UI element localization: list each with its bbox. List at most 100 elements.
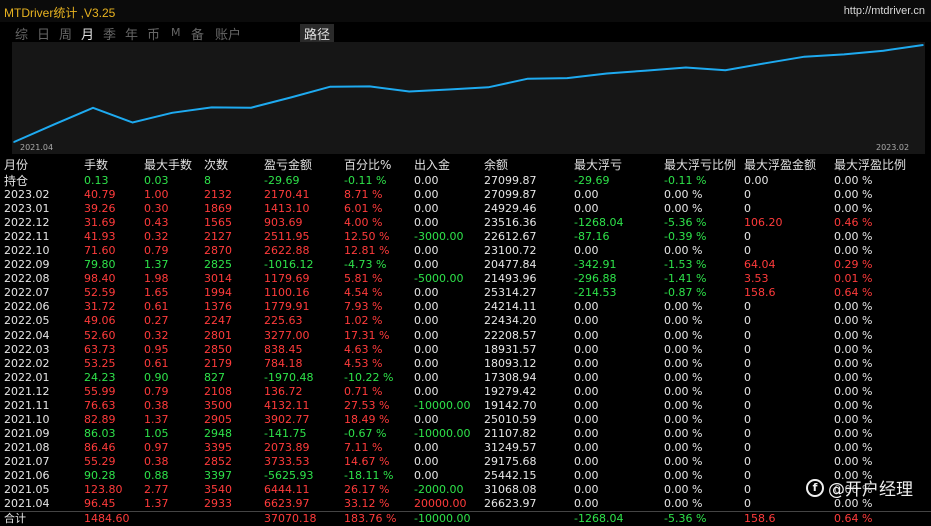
table-row[interactable]: 2021.08 86.46 0.97 3395 2073.89 7.11 % 0.00 312… [0, 441, 931, 455]
cell-max-drawdown: 0.00 [574, 342, 599, 356]
table-row[interactable]: 2022.12 31.69 0.43 1565 903.69 4.00 % 0.00 2351… [0, 216, 931, 230]
cell-max-floating-profit: 0 [744, 426, 751, 440]
header-deposit-withdraw[interactable]: 出入金 [414, 158, 451, 172]
header-trades[interactable]: 次数 [204, 158, 229, 172]
cell-trades: 1994 [204, 286, 232, 300]
table-row[interactable]: 2021.06 90.28 0.88 3397 -5625.93 -18.11 % 0.00… [0, 469, 931, 483]
cell-max-floating-profit: 0 [744, 300, 751, 314]
header-max-floating-profit-pct[interactable]: 最大浮盈比例 [834, 158, 907, 172]
header-balance[interactable]: 余额 [484, 158, 509, 172]
tab-day[interactable]: 日 [37, 28, 51, 43]
cell-max-lots: 0.88 [144, 468, 169, 482]
balance-point [764, 62, 766, 65]
table-row[interactable]: 2023.02 40.79 1.00 2132 2170.41 8.71 % 0.00 270… [0, 188, 931, 202]
header-lots[interactable]: 手数 [84, 158, 109, 172]
header-max-floating-profit[interactable]: 最大浮盈金额 [744, 158, 817, 172]
header-month[interactable]: 月份 [4, 158, 29, 172]
cell-trades: 2132 [204, 188, 232, 202]
table-row[interactable]: 2022.01 24.23 0.90 827 -1970.48 -10.22 % 0.00 1… [0, 371, 931, 385]
table-row[interactable]: 2021.07 55.29 0.38 2852 3733.53 14.67 % 0.00 29… [0, 455, 931, 469]
cell-lots: 40.79 [84, 188, 116, 202]
cell-max-drawdown: 0.00 [574, 384, 599, 398]
table-row[interactable]: 2022.02 53.25 0.61 2179 784.18 4.53 % 0.00 1809… [0, 357, 931, 371]
balance-point [368, 85, 371, 88]
table-row[interactable]: 2022.11 41.93 0.32 2127 2511.95 12.50 % -3000.… [0, 230, 931, 244]
cell-pnl: 2511.95 [264, 230, 310, 244]
cell-deposit-withdraw: 0.00 [414, 300, 439, 314]
tab-m[interactable]: M [171, 26, 181, 39]
cell-deposit-withdraw: 0.00 [414, 356, 439, 370]
cell-max-drawdown: 0.00 [574, 300, 599, 314]
tab-month[interactable]: 月 [81, 28, 95, 43]
cell-max-floating-profit: 0 [744, 398, 751, 412]
table-row[interactable]: 2022.07 52.59 1.65 1994 1100.16 4.54 % 0.00 253… [0, 286, 931, 300]
balance-point [210, 106, 213, 109]
table-row[interactable]: 2021.04 96.45 1.37 2933 6623.97 33.12 % 20000.… [0, 497, 931, 511]
table-row[interactable]: 2021.05 123.80 2.77 3540 6444.11 26.17 % -2000… [0, 483, 931, 497]
balance-point [408, 90, 411, 93]
cell-pnl: -29.69 [264, 174, 300, 187]
cell-pnl: 1179.69 [264, 272, 310, 286]
cell-pnl: 1413.10 [264, 202, 310, 216]
table-row[interactable]: 2021.12 55.99 0.79 2108 136.72 0.71 % 0.00 1927… [0, 385, 931, 399]
cell-max-drawdown-pct: 0.00 % [664, 188, 703, 202]
cell-deposit-withdraw: -3000.00 [414, 230, 464, 244]
cell-percent: 1.02 % [344, 314, 383, 328]
header-percent[interactable]: 百分比% [344, 158, 392, 172]
table-row[interactable]: 2022.10 71.60 0.79 2870 2622.88 12.81 % 0.00 23… [0, 244, 931, 258]
table-row[interactable]: 2022.05 49.06 0.27 2247 225.63 1.02 % 0.00 2243… [0, 314, 931, 328]
balance-point [922, 44, 924, 46]
tab-year[interactable]: 年 [125, 28, 139, 43]
cell-max-lots: 1.98 [144, 272, 169, 286]
cell-deposit-withdraw: 0.00 [414, 454, 439, 468]
cell-pnl: 1100.16 [264, 286, 310, 300]
table-row[interactable]: 2022.09 79.80 1.37 2825 -1016.12 -4.73 % 0.00 2… [0, 258, 931, 272]
tab-overview[interactable]: 综 [15, 28, 29, 43]
cell-max-drawdown: 0.00 [574, 440, 599, 454]
cell-max-lots: 0.61 [144, 300, 169, 314]
header-max-drawdown[interactable]: 最大浮亏 [574, 158, 623, 172]
cell-month: 2021.07 [4, 454, 50, 468]
table-row[interactable]: 2021.10 82.89 1.37 2905 3902.77 18.49 % 0.00 25… [0, 413, 931, 427]
cell-max-floating-profit-pct: 0.00 % [834, 202, 873, 216]
header-max-drawdown-pct[interactable]: 最大浮亏比例 [664, 158, 737, 172]
header-max-lots[interactable]: 最大手数 [144, 158, 193, 172]
table-row[interactable]: 2022.06 31.72 0.61 1376 1779.91 7.93 % 0.00 242… [0, 300, 931, 314]
cell-trades: 3014 [204, 272, 232, 286]
table-row[interactable]: 2022.04 52.60 0.32 2801 3277.00 17.31 % 0.00 22… [0, 329, 931, 343]
tab-currency[interactable]: 币 [147, 28, 161, 43]
cell-max-floating-profit: 0 [744, 483, 751, 497]
tab-notes[interactable]: 备 [191, 28, 205, 43]
cell-deposit-withdraw: 0.00 [414, 412, 439, 426]
cell-percent: 12.81 % [344, 244, 390, 258]
tab-account[interactable]: 账户 [215, 28, 242, 43]
cell-max-drawdown: 0.00 [574, 426, 599, 440]
header-pnl[interactable]: 盈亏金额 [264, 158, 313, 172]
tab-quarter[interactable]: 季 [103, 28, 117, 43]
cell-max-drawdown: 0.00 [574, 356, 599, 370]
cell-pnl: 3902.77 [264, 412, 310, 426]
cell-percent: 4.63 % [344, 342, 383, 356]
balance-point [131, 121, 134, 124]
cell-max-drawdown: -296.88 [574, 272, 617, 286]
cell-max-drawdown: -214.53 [574, 286, 617, 300]
cell-max-floating-profit: 0 [744, 412, 751, 426]
table-row[interactable]: 2021.11 76.63 0.38 3500 4132.11 27.53 % -10000… [0, 399, 931, 413]
cell-balance: 19142.70 [484, 398, 537, 412]
table-row[interactable]: 2022.03 63.73 0.95 2850 838.45 4.63 % 0.00 1893… [0, 343, 931, 357]
cell-max-floating-profit-pct: 0.00 % [834, 440, 873, 454]
tab-week[interactable]: 周 [59, 28, 73, 43]
holding-row[interactable]: 持仓 0.13 0.03 8 -29.69 -0.11 % 0.00 27099.87 -29.… [0, 174, 931, 188]
table-row[interactable]: 2023.01 39.26 0.30 1869 1413.10 6.01 % 0.00 249… [0, 202, 931, 216]
tab-path[interactable]: 路径 [300, 24, 335, 43]
cell-balance: 27099.87 [484, 174, 537, 187]
total-row[interactable]: 合计 1484.60 37070.18 183.76 % -10000.00 -1268.… [0, 511, 931, 526]
cell-trades: 3395 [204, 440, 232, 454]
table-row[interactable]: 2022.08 98.40 1.98 3014 1179.69 5.81 % -5000.0… [0, 272, 931, 286]
cell-max-floating-profit: 3.53 [744, 272, 769, 286]
cell-month: 2021.06 [4, 468, 50, 482]
website-link[interactable]: http://mtdriver.cn [843, 5, 925, 17]
table-row[interactable]: 2021.09 86.03 1.05 2948 -141.75 -0.67 % -10000… [0, 427, 931, 441]
cell-max-drawdown-pct: -1.41 % [664, 272, 707, 286]
cell-max-floating-profit-pct: 0.00 % [834, 370, 873, 384]
